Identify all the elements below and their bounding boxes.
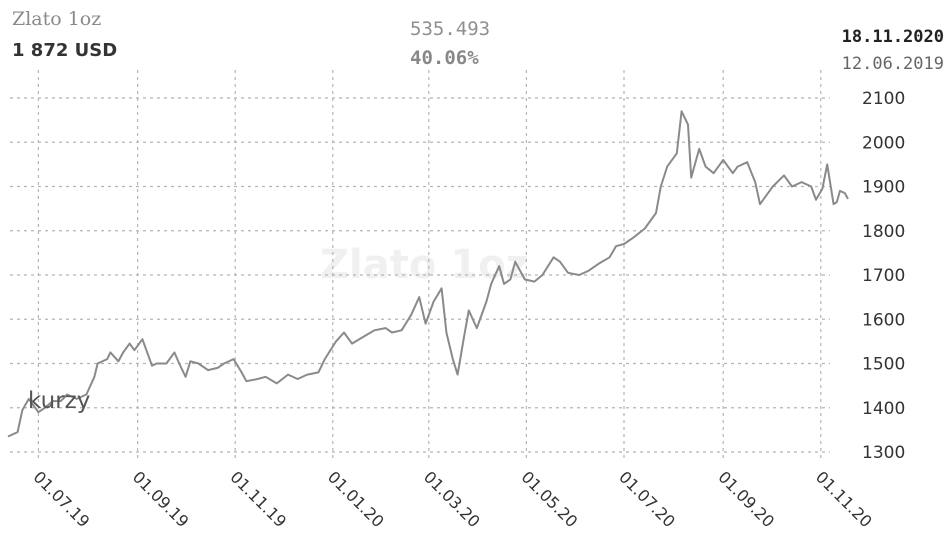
chart-grid <box>10 70 830 462</box>
x-tick-label: 01.07.20 <box>615 467 679 531</box>
chart-watermark: Zlato 1oz <box>320 242 529 288</box>
price-series <box>7 110 849 438</box>
x-tick-label: 01.11.20 <box>812 467 876 531</box>
x-tick-label: 01.01.20 <box>324 467 388 531</box>
x-tick-label: 01.09.19 <box>129 467 193 531</box>
x-tick-label: 01.09.20 <box>714 467 778 531</box>
y-tick-label: 1300 <box>862 443 905 463</box>
y-tick-label: 1400 <box>862 399 905 419</box>
x-tick-label: 01.11.19 <box>226 467 290 531</box>
date-start: 12.06.2019 <box>841 54 944 74</box>
y-tick-label: 1800 <box>862 222 905 242</box>
price-line <box>7 110 849 438</box>
x-tick-label: 01.03.20 <box>420 467 484 531</box>
x-tick-label: 01.07.19 <box>30 467 94 531</box>
instrument-title: Zlato 1oz <box>12 8 102 30</box>
current-price: 1 872 USD <box>12 40 118 61</box>
change-percent: 40.06% <box>410 47 479 69</box>
y-tick-label: 1900 <box>862 178 905 198</box>
y-tick-label: 1500 <box>862 355 905 375</box>
kurzy-logo: kurzy <box>28 388 90 414</box>
y-tick-label: 1600 <box>862 310 905 330</box>
change-absolute: 535.493 <box>410 18 491 40</box>
y-tick-label: 2100 <box>862 89 905 109</box>
y-tick-label: 1700 <box>862 266 905 286</box>
chart-axes: 2100 2000 1900 1800 1700 1600 1500 1400 1300 01.0… <box>30 89 906 531</box>
x-tick-label: 01.05.20 <box>518 467 582 531</box>
date-end: 18.11.2020 <box>841 27 944 47</box>
y-tick-label: 2000 <box>862 133 905 153</box>
